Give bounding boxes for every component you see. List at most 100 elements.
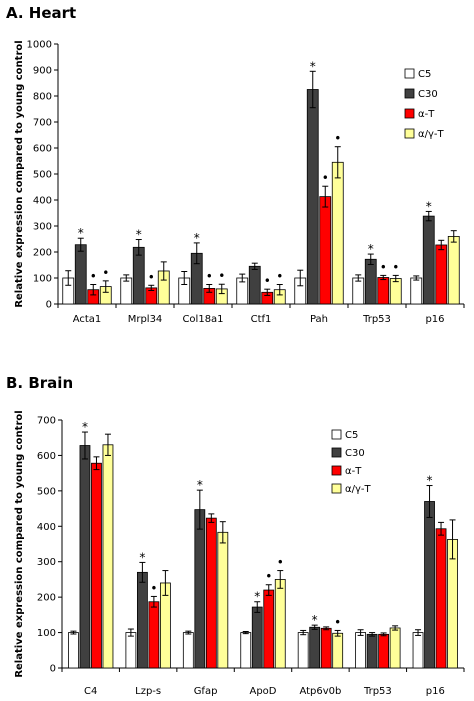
- category-label: Atp6v0b: [299, 686, 341, 697]
- legend-label: C5: [418, 69, 431, 80]
- legend-label: α-T: [345, 466, 362, 477]
- significance-star: *: [254, 590, 260, 604]
- legend-label: C30: [345, 448, 365, 459]
- bar-Pah-1: [306, 89, 319, 305]
- category-label: Trp53: [362, 314, 391, 325]
- bar-p16-0: [412, 632, 424, 669]
- panel-title: B. Brain: [6, 374, 73, 392]
- significance-dot: •: [148, 270, 155, 284]
- significance-star: *: [194, 231, 200, 245]
- bar-Trp53-2: [378, 633, 390, 669]
- significance-star: *: [368, 242, 374, 256]
- legend-swatch-1: [331, 447, 342, 458]
- category-label: Ctf1: [251, 314, 272, 325]
- legend-swatch-1: [404, 88, 415, 99]
- bar-Lzp-s-0: [125, 632, 137, 669]
- significance-dot: •: [264, 274, 271, 288]
- bar-C4-1: [79, 445, 91, 669]
- legend-swatch-2: [404, 108, 415, 119]
- bar-C4-2: [91, 462, 102, 669]
- y-tick-label: 700: [33, 118, 52, 129]
- y-tick-label: 400: [33, 196, 52, 207]
- significance-star: *: [139, 550, 145, 564]
- y-tick-label: 100: [33, 274, 52, 285]
- bar-Atp6v0b-3: [332, 632, 344, 669]
- bar-Mrpl34-1: [132, 246, 145, 305]
- significance-dot: •: [276, 270, 283, 284]
- significance-dot: •: [102, 266, 109, 280]
- significance-dot: •: [334, 615, 341, 629]
- bar-Lzp-s-2: [148, 601, 160, 669]
- category-label: Acta1: [73, 314, 102, 325]
- legend-label: α-T: [418, 109, 435, 120]
- legend-label: α/γ-T: [345, 484, 371, 495]
- y-tick-label: 200: [37, 593, 56, 604]
- category-label: p16: [425, 314, 444, 325]
- bar-ApoD-3: [274, 579, 286, 669]
- y-tick-label: 200: [33, 248, 52, 259]
- bar-Mrpl34-0: [120, 277, 133, 305]
- significance-star: *: [427, 474, 433, 488]
- y-tick-label: 0: [46, 300, 52, 311]
- bar-p16-1: [422, 215, 435, 305]
- bar-p16-0: [410, 277, 423, 305]
- category-label: p16: [426, 686, 445, 697]
- bar-Atp6v0b-1: [309, 626, 321, 669]
- bar-C4-0: [68, 632, 79, 669]
- bar-Trp53-3: [389, 278, 402, 305]
- legend-swatch-0: [331, 429, 342, 440]
- category-label: ApoD: [249, 686, 276, 697]
- bar-Gfap-0: [182, 632, 194, 669]
- legend-label: C30: [418, 89, 438, 100]
- significance-star: *: [136, 228, 142, 242]
- bar-Pah-2: [319, 196, 332, 305]
- y-axis-label: Relative expression compared to young co…: [14, 40, 25, 307]
- y-tick-label: 0: [50, 664, 56, 675]
- y-tick-label: 100: [37, 628, 56, 639]
- category-label: Lzp-s: [135, 686, 161, 697]
- significance-star: *: [310, 59, 316, 73]
- bar-Trp53-2: [377, 277, 390, 305]
- category-label: Col18a1: [182, 314, 223, 325]
- y-axis-label: Relative expression compared to young co…: [14, 410, 25, 677]
- y-tick-label: 600: [33, 144, 52, 155]
- significance-dot: •: [265, 570, 272, 584]
- legend-label: C5: [345, 430, 358, 441]
- legend-label: α/γ-T: [418, 129, 444, 140]
- bar-Acta1-1: [74, 244, 87, 305]
- bar-Gfap-1: [194, 509, 206, 669]
- significance-dot: •: [380, 260, 387, 274]
- significance-dot: •: [206, 270, 213, 284]
- significance-dot: •: [322, 171, 329, 185]
- bar-Lzp-s-1: [136, 571, 148, 669]
- category-label: Trp53: [363, 686, 392, 697]
- significance-dot: •: [150, 581, 157, 595]
- bar-p16-2: [435, 528, 447, 669]
- y-tick-label: 300: [33, 222, 52, 233]
- significance-star: *: [312, 613, 318, 627]
- significance-dot: •: [334, 132, 341, 146]
- bar-Trp53-3: [389, 627, 401, 669]
- y-tick-label: 600: [37, 451, 56, 462]
- bar-Atp6v0b-0: [297, 632, 309, 669]
- legend-swatch-3: [331, 483, 342, 494]
- y-tick-label: 1000: [27, 40, 52, 51]
- bar-ApoD-2: [263, 589, 275, 669]
- significance-dot: •: [90, 270, 97, 284]
- significance-star: *: [197, 478, 203, 492]
- bar-ApoD-1: [251, 606, 263, 669]
- bar-C4-3: [102, 444, 114, 669]
- y-tick-label: 500: [33, 170, 52, 181]
- y-tick-label: 700: [37, 416, 56, 427]
- category-label: Mrpl34: [128, 314, 163, 325]
- bar-p16-1: [424, 501, 435, 669]
- significance-dot: •: [392, 260, 399, 274]
- bar-Pah-3: [331, 161, 344, 305]
- y-tick-label: 300: [37, 557, 56, 568]
- bar-ApoD-0: [240, 632, 252, 669]
- y-tick-label: 800: [33, 92, 52, 103]
- legend: C5 C30 α-T α/γ-T: [331, 429, 371, 495]
- legend-swatch-3: [404, 128, 415, 139]
- category-label: Pah: [310, 314, 328, 325]
